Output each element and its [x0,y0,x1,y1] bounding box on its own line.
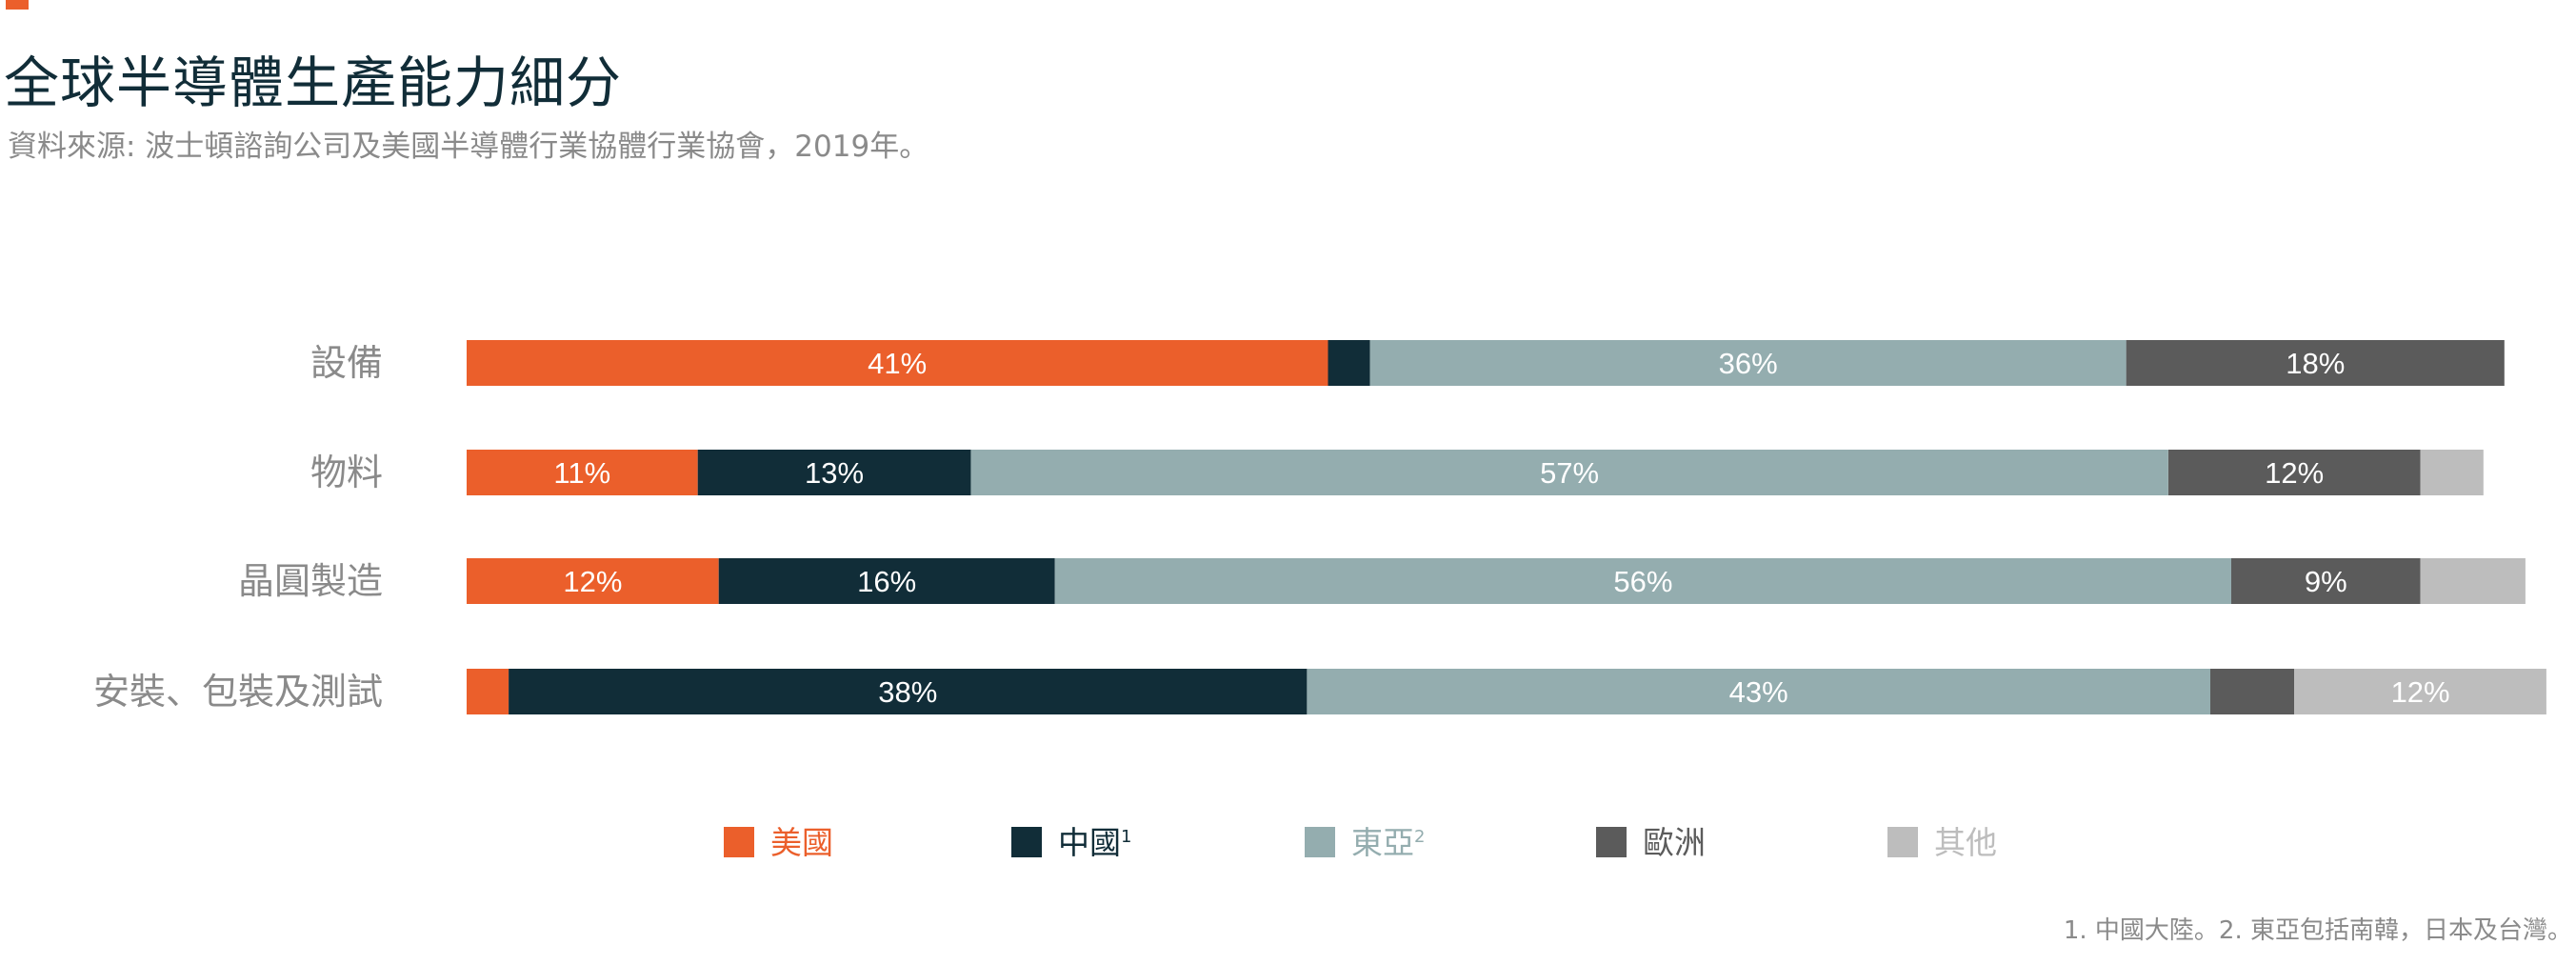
data-label: 41% [868,347,927,380]
bar-segment [2210,669,2295,714]
bar-segment [1054,558,2232,604]
data-label: 11% [553,456,610,490]
bar-segment [970,450,2168,495]
bar-segment [2231,558,2421,604]
legend-label: 其他 [1934,824,1997,861]
category-label: 晶圓製造 [238,560,383,602]
bar-segment [1369,340,2127,386]
data-label: 13% [805,456,864,490]
accent-mark [6,0,29,10]
bar-segment [467,340,1328,386]
footnote: 1. 中國大陸。2. 東亞包括南韓，日本及台灣。 [2063,916,2572,945]
data-label: 18% [2286,347,2345,380]
data-label: 9% [2305,565,2347,598]
bar-segment [1307,669,2210,714]
bar-segment [2420,450,2484,495]
legend-swatch [1596,827,1627,857]
legend-swatch [1887,827,1918,857]
bar-segment [718,558,1055,604]
bar-segment [467,558,719,604]
chart-subtitle: 資料來源: 波士頓諮詢公司及美國半導體行業協體行業協會，2019年。 [8,130,929,164]
bar-segment [467,669,509,714]
bar-segment [467,450,698,495]
bar-segment [2294,669,2546,714]
legend-label: 歐洲 [1643,824,1706,861]
data-label: 16% [857,565,916,598]
legend-label: 美國 [770,824,833,861]
category-label: 設備 [310,342,383,384]
bar-segment [2420,558,2526,604]
legend-item: 其他 [1887,824,1997,861]
legend-swatch [724,827,754,857]
bar-segment [697,450,971,495]
category-label: 物料 [310,452,383,493]
legend-swatch [1305,827,1335,857]
bar-segment [509,669,1308,714]
bar-segment [2126,340,2505,386]
data-label: 38% [878,675,937,709]
data-label: 36% [1719,347,1778,380]
legend-item: 中國1 [1011,824,1131,861]
bar-segment [2167,450,2421,495]
bar-segment [1328,340,1370,386]
data-label: 12% [563,565,622,598]
legend: 美國 中國1 東亞2 歐洲 其他 [724,824,1997,861]
bars-group: 設備 41% 36% 18% 物料 11% 13% 57% 12% 晶圓製造 12% 16% 56% 9%… [93,340,2546,714]
data-label: 57% [1540,456,1599,490]
chart-title: 全球半導體生產能力細分 [4,50,623,115]
data-label: 43% [1729,675,1788,709]
data-label: 12% [2265,456,2324,490]
data-label: 56% [1613,565,1672,598]
category-label: 安裝、包裝及測試 [93,671,383,713]
legend-item: 歐洲 [1596,824,1706,861]
legend-label: 中國1 [1058,824,1131,861]
legend-label: 東亞2 [1351,824,1425,861]
legend-item: 東亞2 [1305,824,1425,861]
data-label: 12% [2391,675,2450,709]
legend-item: 美國 [724,824,833,861]
legend-swatch [1011,827,1042,857]
